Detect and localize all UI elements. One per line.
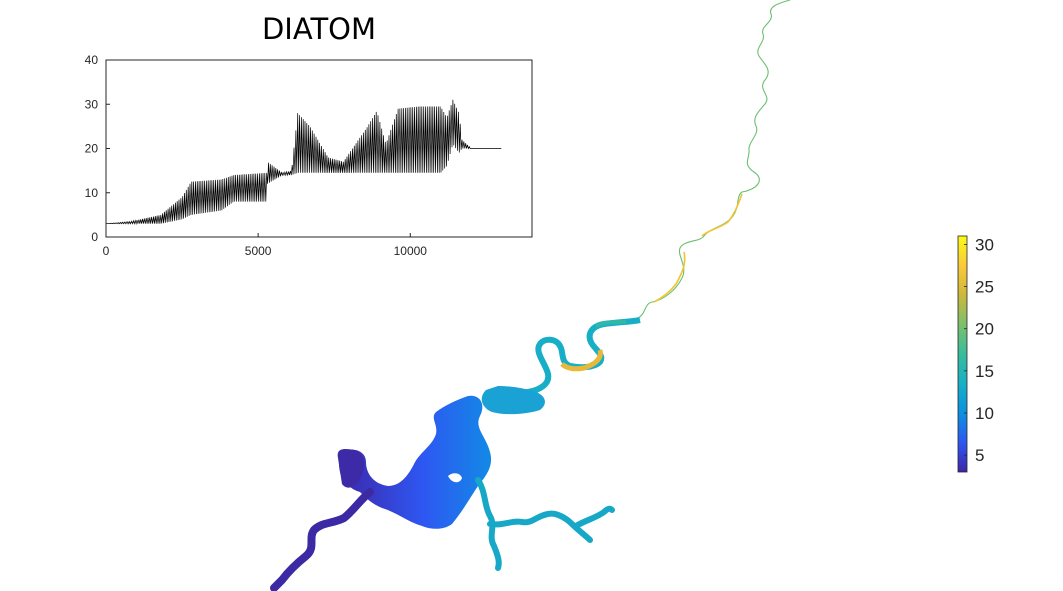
y-tick-label: 10 (85, 186, 99, 200)
series-diatom-envelope (106, 99, 502, 226)
colorbar-tick-label: 15 (975, 362, 994, 381)
lake-main-body (338, 395, 492, 529)
x-axis: 0 5000 10000 (103, 233, 428, 258)
chart-title: DIATOM (261, 12, 377, 46)
colorbar-tick-label: 30 (975, 235, 994, 254)
x-tick-label: 5000 (245, 244, 272, 258)
lake-island-notch (448, 473, 462, 483)
colorbar-tick-label: 10 (975, 404, 994, 423)
river-downstream (270, 488, 374, 591)
y-axis: 0 10 20 30 40 (85, 53, 110, 244)
colorbar-tick-label: 20 (975, 320, 994, 339)
river-east-arm (475, 477, 615, 571)
colorbar-tick-label: 25 (975, 278, 994, 297)
lake-upper-arm (481, 386, 545, 415)
lake-headwater-lobe (337, 448, 364, 488)
line-chart: 0 10 20 30 40 0 5000 10000 (85, 53, 533, 258)
x-tick-label: 0 (103, 244, 110, 258)
y-tick-label: 20 (85, 142, 99, 156)
y-tick-label: 0 (91, 230, 98, 244)
colorbar-gradient (957, 235, 968, 473)
colorbar-ticks: 5 10 15 20 25 30 (964, 235, 994, 465)
y-tick-label: 40 (85, 53, 99, 67)
river-map (270, 0, 791, 591)
river-middle-cool (595, 320, 627, 328)
river-middle-meander (497, 317, 641, 401)
colorbar-tick-label: 5 (975, 446, 984, 465)
river-middle-warm (560, 349, 603, 372)
x-tick-label: 10000 (394, 244, 428, 258)
colorbar: 5 10 15 20 25 30 (957, 235, 994, 473)
river-upstream-yellow (653, 193, 743, 303)
y-tick-label: 30 (85, 97, 99, 111)
river-upstream-thin (617, 0, 791, 325)
